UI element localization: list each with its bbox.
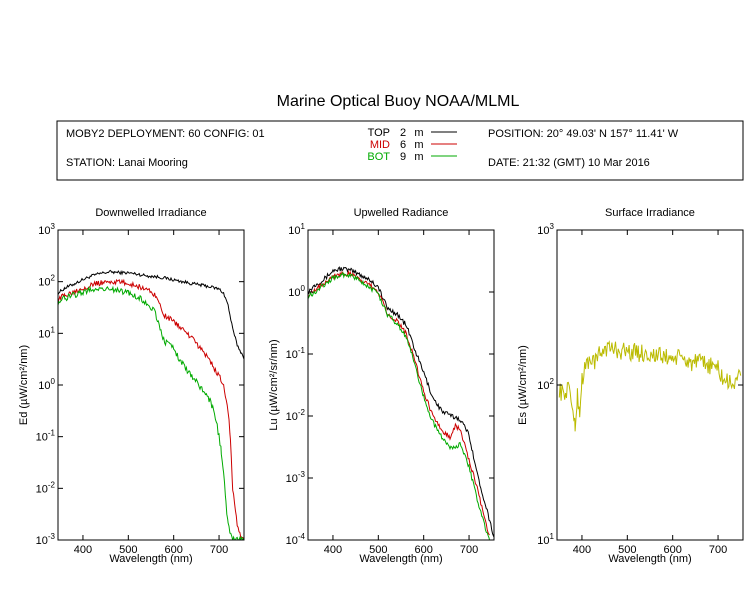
- y-tick-label: 10-4: [286, 532, 306, 547]
- legend-bot-unit: m: [414, 151, 423, 163]
- x-tick-label: 400: [324, 544, 342, 556]
- y-tick-label: 102: [38, 274, 55, 289]
- y-tick-label: 102: [537, 377, 554, 392]
- legend-mid-name: MID: [370, 139, 390, 151]
- x-tick-label: 600: [415, 544, 433, 556]
- panel-title: Downwelled Irradiance: [95, 207, 206, 219]
- legend-top-unit: m: [414, 127, 423, 139]
- y-tick-label: 103: [38, 222, 55, 237]
- deployment-text: MOBY2 DEPLOYMENT: 60 CONFIG: 01: [66, 128, 265, 140]
- x-axis-label: Wavelength (nm): [359, 553, 442, 565]
- legend-mid-depth: 6: [400, 139, 406, 151]
- y-axis-label: Lu (µW/cm²/sr/nm): [268, 339, 280, 430]
- x-tick-label: 500: [119, 544, 137, 556]
- series-mid-line: [308, 269, 490, 536]
- series-bot-line: [308, 271, 490, 540]
- y-tick-label: 101: [38, 325, 55, 340]
- y-tick-label: 10-3: [36, 532, 56, 547]
- y-tick-label: 10-1: [286, 346, 306, 361]
- station-text: STATION: Lanai Mooring: [66, 157, 188, 169]
- x-tick-label: 700: [709, 544, 727, 556]
- x-tick-label: 500: [618, 544, 636, 556]
- y-tick-label: 101: [288, 222, 305, 237]
- legend-bot-name: BOT: [367, 151, 390, 163]
- x-tick-label: 600: [664, 544, 682, 556]
- upwelled-radiance-panel: Upwelled Radiance 400 500 600 700 Wavelength …: [268, 207, 495, 565]
- x-tick-label: 400: [573, 544, 591, 556]
- x-axis-label: Wavelength (nm): [109, 553, 192, 565]
- series-top-line: [58, 269, 244, 360]
- legend-top-depth: 2: [400, 127, 406, 139]
- y-axis-label: Ed (µW/cm²/nm): [18, 345, 30, 425]
- y-tick-label: 10-3: [286, 470, 306, 485]
- x-tick-label: 700: [210, 544, 228, 556]
- y-tick-label: 10-2: [36, 480, 56, 495]
- x-tick-label: 500: [369, 544, 387, 556]
- y-axis-label: Es (µW/cm²/nm): [517, 345, 529, 425]
- surface-irradiance-panel: Surface Irradiance 400 500 600 700 Wavelength…: [517, 207, 744, 565]
- y-tick-label: 10-1: [36, 429, 56, 444]
- y-tick-label: 101: [537, 532, 554, 547]
- y-tick-label: 103: [537, 222, 554, 237]
- y-tick-label: 100: [288, 284, 305, 299]
- x-tick-label: 700: [460, 544, 478, 556]
- y-tick-label: 10-2: [286, 408, 306, 423]
- series-bot-line: [58, 285, 244, 540]
- plot-frame: [307, 229, 495, 541]
- series-surface-line: [558, 340, 742, 432]
- y-tick-label: 100: [38, 377, 55, 392]
- legend-top-name: TOP: [368, 127, 390, 139]
- date-text: DATE: 21:32 (GMT) 10 Mar 2016: [488, 157, 650, 169]
- x-tick-label: 400: [74, 544, 92, 556]
- panel-title: Surface Irradiance: [605, 207, 695, 219]
- legend-bot-depth: 9: [400, 151, 406, 163]
- series-top-line: [308, 266, 494, 538]
- info-box-frame: [56, 120, 744, 181]
- depth-legend: TOP 2 m MID 6 m BOT 9 m: [367, 127, 457, 163]
- downwelled-irradiance-panel: Downwelled Irradiance 400 500 600 700 Wavelen…: [18, 207, 245, 565]
- figure-title: Marine Optical Buoy NOAA/MLML: [277, 93, 520, 110]
- position-text: POSITION: 20° 49.03' N 157° 11.41' W: [488, 128, 679, 140]
- legend-mid-unit: m: [414, 139, 423, 151]
- series-mid-line: [58, 278, 244, 540]
- plot-frame: [556, 229, 744, 541]
- x-tick-label: 600: [165, 544, 183, 556]
- x-axis-label: Wavelength (nm): [608, 553, 691, 565]
- info-box: MOBY2 DEPLOYMENT: 60 CONFIG: 01 STATION:…: [56, 120, 744, 181]
- panel-title: Upwelled Radiance: [354, 207, 449, 219]
